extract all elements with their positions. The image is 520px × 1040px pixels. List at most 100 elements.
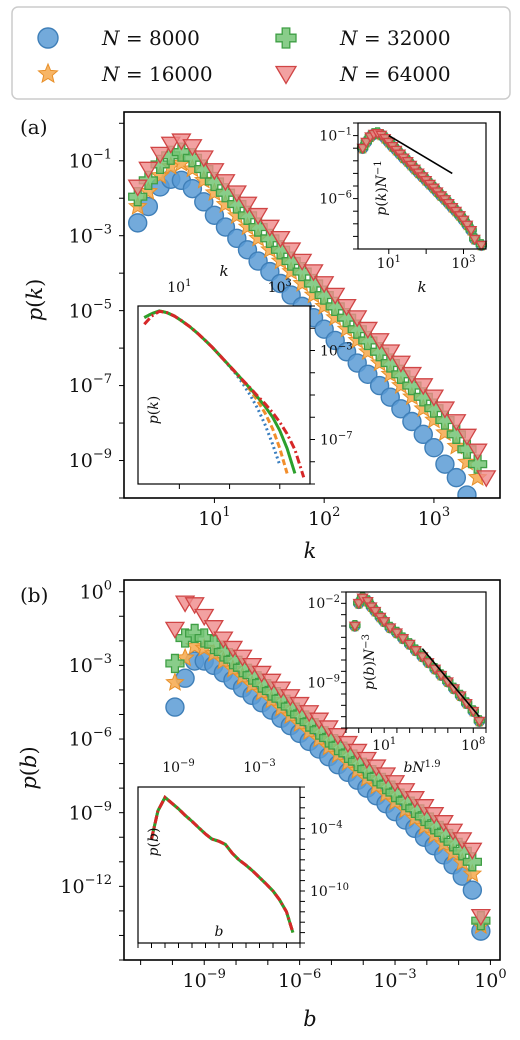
panel-a-ylabel: p(k) [23, 279, 47, 322]
panel-b-inset-bl: 10−9 10−3 10−4 10−10 b p(b) [137, 758, 349, 948]
x-tick-label: 10−3 [373, 967, 416, 992]
y-tick-label: 10−6 [319, 190, 352, 208]
point-64000 [303, 264, 324, 282]
point-64000 [442, 823, 464, 841]
legend-marker-64000 [274, 65, 298, 85]
inset-tr-xlabel: k [417, 278, 426, 296]
inset-tr-b-xlabel: bN1.9 [403, 759, 440, 776]
y-tick-label: 10−9 [307, 674, 340, 692]
point-64000 [292, 253, 313, 271]
point-8000 [402, 411, 422, 432]
point-64000 [325, 287, 346, 305]
point-64000 [247, 207, 269, 226]
y-tick-label: 10−3 [69, 222, 112, 247]
point-64000 [336, 298, 357, 317]
point-8000 [446, 467, 467, 488]
point-64000 [138, 161, 159, 179]
point-64000 [226, 185, 247, 203]
x-tick-label: 101 [377, 254, 401, 272]
legend: N = 8000 N = 16000 N = 32000 N = 64000 [11, 6, 511, 100]
point-64000 [193, 150, 214, 168]
point-8000 [391, 399, 411, 419]
point-8000 [165, 697, 185, 717]
x-tick-label: 103 [451, 254, 475, 272]
point-64000 [390, 355, 412, 373]
collapsed-point-64000 [360, 137, 373, 149]
point-64000 [467, 443, 488, 461]
collapsed-point-64000 [457, 215, 470, 227]
y-tick-label: 10−7 [69, 372, 112, 397]
panel-a-xlabel: k [304, 539, 317, 563]
legend-label: N = 64000 [339, 62, 451, 86]
inset-bl-b-bg [138, 787, 300, 943]
panel-b-frame [123, 579, 501, 961]
point-64000 [347, 310, 368, 328]
point-64000 [259, 219, 281, 237]
point-32000 [185, 623, 205, 644]
y-tick-label: 10−12 [60, 873, 112, 898]
y-tick-label: 10−9 [69, 799, 112, 824]
panel-a-label: (a) [20, 115, 48, 139]
point-64000 [462, 842, 483, 860]
inset-bl-ylabel: p(k) [146, 396, 162, 424]
point-8000 [424, 437, 444, 458]
y-tick-label: 10−4 [310, 820, 343, 838]
guide-line [388, 134, 453, 175]
collapsed-point-64000 [475, 240, 488, 252]
line-series-16000 [143, 309, 289, 474]
point-64000 [369, 333, 390, 351]
x-tick-label: 101 [198, 505, 230, 530]
collapsed-point-64000 [403, 639, 416, 651]
point-64000 [470, 908, 491, 927]
legend-label: N = 8000 [101, 26, 200, 50]
y-tick-label: 10−3 [69, 652, 112, 677]
point-64000 [476, 470, 497, 488]
point-64000 [182, 139, 203, 157]
x-tick-label: 108 [461, 736, 485, 754]
y-tick-label: 10−1 [319, 127, 352, 145]
collapsed-point-64000 [468, 234, 481, 246]
y-tick-label: 10−6 [69, 726, 112, 751]
inset-bl-xlabel: k [219, 262, 228, 280]
collapsed-point-64000 [396, 634, 410, 645]
x-tick-label: 10−9 [183, 967, 226, 992]
panel-b: (b) 10−9 10−6 10−3 10010−1210−910−610−3100 … [17, 578, 507, 1031]
point-64000 [357, 321, 378, 340]
legend-frame [11, 6, 511, 100]
line-series-64000 [150, 795, 295, 934]
y-tick-label: 100 [80, 578, 112, 603]
collapsed-point-64000 [416, 652, 429, 663]
point-8000 [435, 454, 455, 474]
x-tick-label: 10−3 [243, 758, 276, 776]
collapsed-point-64000 [348, 621, 362, 633]
panel-b-label: (b) [20, 583, 48, 607]
point-32000 [150, 154, 170, 175]
point-8000 [457, 485, 477, 498]
point-16000 [462, 863, 483, 883]
point-32000 [165, 653, 185, 674]
panel-b-ylabel: p(b) [17, 746, 41, 789]
point-8000 [413, 424, 433, 445]
inset-bl-bg [138, 306, 310, 484]
point-64000 [149, 146, 171, 164]
inset-bl-b-ylabel: p(b) [146, 828, 162, 857]
point-64000 [213, 631, 234, 649]
collapsed-point-64000 [356, 143, 369, 155]
point-64000 [232, 649, 253, 667]
point-64000 [446, 414, 467, 432]
panel-b-xlabel: b [303, 1007, 316, 1031]
point-64000 [222, 640, 244, 659]
x-tick-label: 103 [418, 505, 450, 530]
point-64000 [280, 242, 302, 260]
point-16000 [165, 672, 185, 691]
point-64000 [127, 179, 148, 197]
point-64000 [215, 174, 236, 192]
x-tick-label: 10−9 [162, 758, 195, 776]
x-tick-label: 100 [474, 967, 506, 992]
legend-marker-16000 [37, 62, 59, 84]
point-8000 [204, 205, 225, 226]
guide-line [421, 648, 480, 718]
collapsed-point-64000 [352, 598, 365, 610]
panel-a-frame [123, 111, 501, 499]
